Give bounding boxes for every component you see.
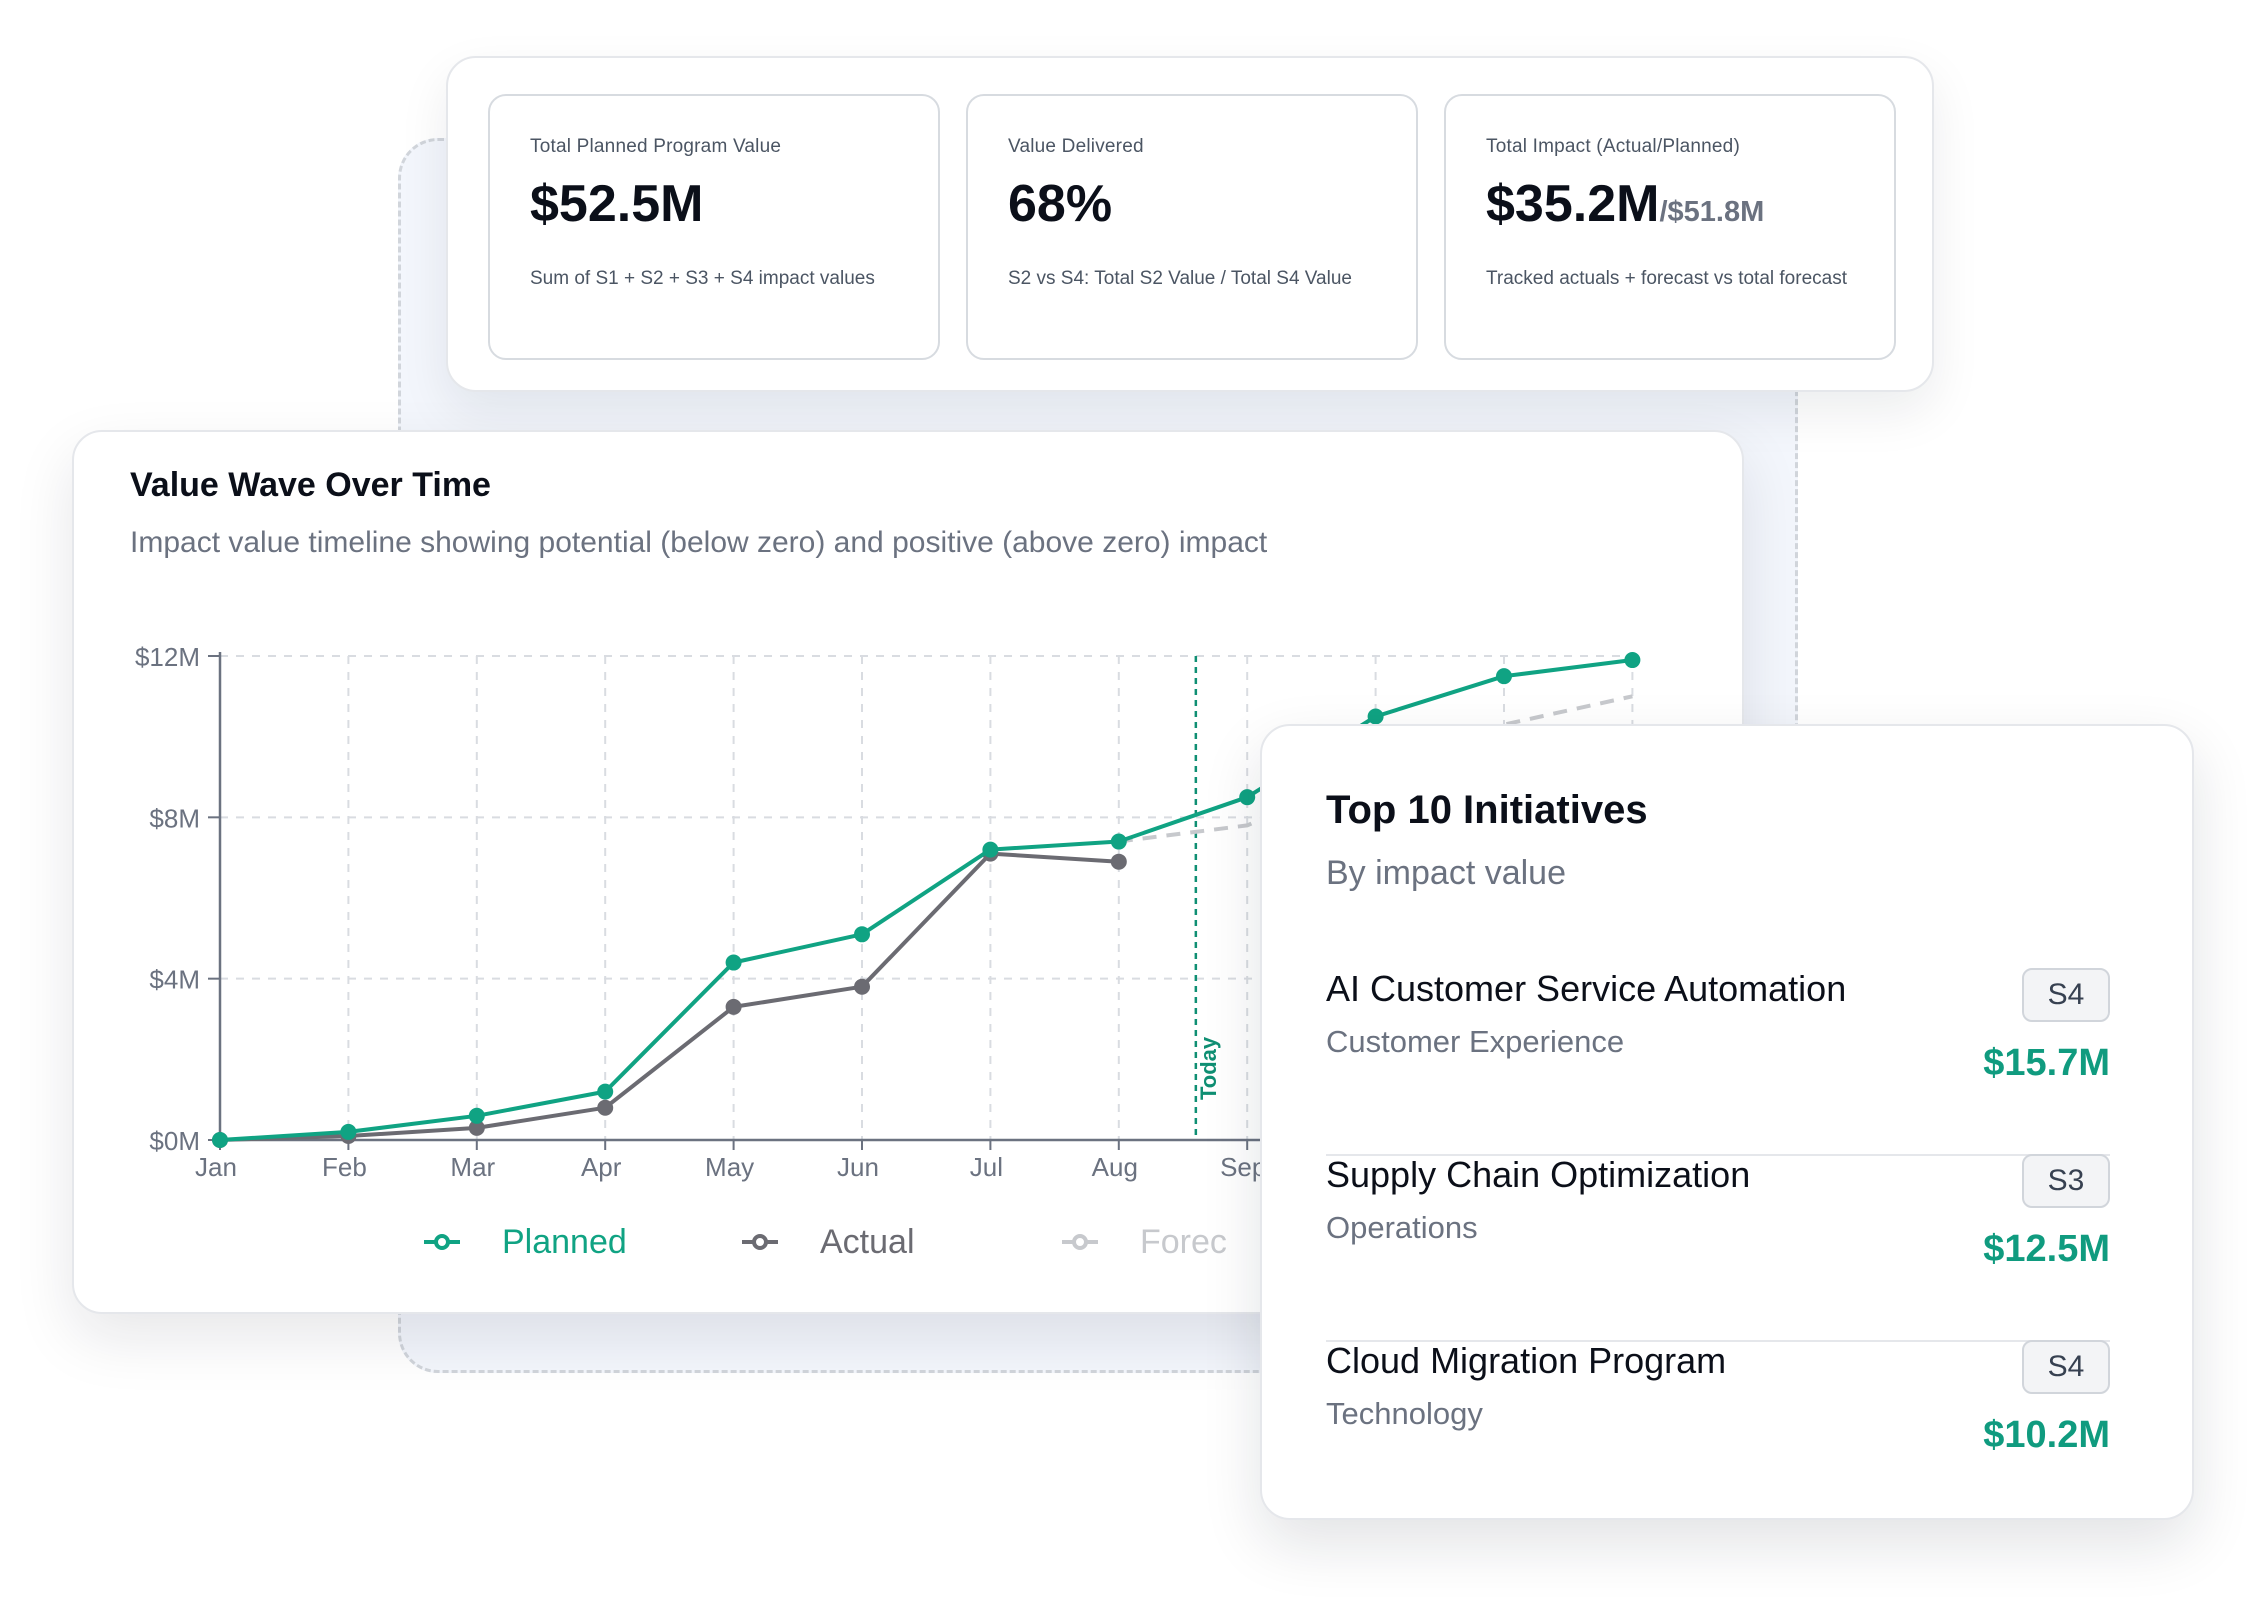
legend-item-forecast[interactable]: Forec: [1060, 1212, 1227, 1272]
initiative-name: Cloud Migration Program: [1326, 1340, 1727, 1381]
x-tick-label: Jul: [970, 1152, 1003, 1182]
legend-planned-line-icon: [424, 1234, 460, 1250]
x-tick-label: Apr: [581, 1152, 622, 1182]
kpi-panel: Total Planned Program Value $52.5M Sum o…: [446, 56, 1934, 392]
today-marker-label: Today: [1196, 1036, 1221, 1100]
kpi-description: S2 vs S4: Total S2 Value / Total S4 Valu…: [1008, 268, 1352, 289]
value-wave-card: Value Wave Over Time Impact value timeli…: [72, 430, 1744, 1314]
top-initiatives-subtitle: By impact value: [1326, 854, 1566, 892]
stage-badge: S4: [2022, 1340, 2110, 1394]
x-tick-label: Jun: [837, 1152, 879, 1182]
kpi-value-main: 68%: [1008, 175, 1113, 233]
x-tick-label: May: [705, 1152, 754, 1182]
data-point-planned: [1110, 833, 1127, 850]
x-tick-label: Aug: [1092, 1152, 1138, 1182]
kpi-card-total-impact: Total Impact (Actual/Planned) $35.2M/$51…: [1444, 94, 1896, 360]
data-point-planned: [1239, 789, 1256, 806]
data-point-actual: [597, 1099, 614, 1116]
data-point-planned: [1367, 708, 1384, 725]
x-tick-label: Jan: [195, 1152, 237, 1182]
kpi-value-sub: /$51.8M: [1659, 196, 1765, 228]
initiative-value: $10.2M: [1983, 1414, 2110, 1456]
kpi-label: Total Impact (Actual/Planned): [1486, 136, 1740, 157]
initiative-row[interactable]: Cloud Migration Program Technology S4 $1…: [1326, 1340, 2110, 1526]
chart-title: Value Wave Over Time: [130, 466, 491, 504]
initiative-category: Customer Experience: [1326, 1024, 1625, 1059]
data-point-planned: [982, 841, 999, 858]
legend-label-planned: Planned: [502, 1222, 627, 1261]
top-initiatives-card: Top 10 Initiatives By impact value AI Cu…: [1260, 724, 2194, 1520]
data-point-planned: [854, 926, 870, 943]
series-line-planned: [219, 658, 1633, 1142]
legend-item-actual[interactable]: Actual: [740, 1212, 915, 1272]
x-tick-label: Mar: [450, 1152, 495, 1182]
kpi-label: Value Delivered: [1008, 136, 1144, 157]
kpi-value: 68%: [1008, 172, 1376, 244]
data-point-planned: [1496, 668, 1512, 685]
stage-badge: S3: [2022, 1154, 2110, 1208]
kpi-description: Tracked actuals + forecast vs total fore…: [1486, 268, 1847, 289]
initiative-name: AI Customer Service Automation: [1326, 968, 1847, 1009]
chart-legend: Planned Actual Forec: [74, 1212, 1742, 1272]
x-tick-label: Feb: [322, 1152, 367, 1182]
y-tick-label: $12M: [135, 642, 200, 672]
kpi-description: Sum of S1 + S2 + S3 + S4 impact values: [530, 268, 875, 289]
initiative-value: $15.7M: [1983, 1042, 2110, 1084]
initiative-category: Operations: [1326, 1210, 1478, 1245]
initiative-value: $12.5M: [1983, 1228, 2110, 1270]
top-initiatives-title: Top 10 Initiatives: [1326, 788, 1648, 832]
chart-subtitle: Impact value timeline showing potential …: [130, 526, 1268, 559]
data-point-planned: [340, 1123, 357, 1140]
legend-forecast-line-icon: [1062, 1234, 1098, 1250]
legend-label-actual: Actual: [820, 1222, 915, 1261]
y-tick-label: $0M: [149, 1126, 200, 1156]
kpi-card-value-delivered: Value Delivered 68% S2 vs S4: Total S2 V…: [966, 94, 1418, 360]
data-point-actual: [468, 1119, 485, 1136]
kpi-card-planned-value: Total Planned Program Value $52.5M Sum o…: [488, 94, 940, 360]
data-point-actual: [725, 998, 742, 1015]
legend-item-planned[interactable]: Planned: [422, 1212, 627, 1272]
legend-actual-line-icon: [742, 1234, 778, 1250]
stage-badge: S4: [2022, 968, 2110, 1022]
data-point-actual: [854, 978, 870, 995]
y-tick-label: $8M: [149, 803, 200, 833]
data-point-planned: [597, 1083, 614, 1100]
data-point-planned: [725, 954, 742, 971]
data-point-planned: [212, 1132, 228, 1148]
kpi-value-main: $35.2M: [1486, 175, 1660, 233]
data-point-planned: [468, 1107, 485, 1124]
legend-label-forecast: Forec: [1140, 1222, 1227, 1261]
kpi-label: Total Planned Program Value: [530, 136, 782, 157]
series-line-actual: [219, 851, 1119, 1142]
x-tick-label: Sep: [1220, 1152, 1266, 1182]
kpi-value-main: $52.5M: [530, 175, 704, 233]
kpi-value: $52.5M: [530, 172, 898, 244]
initiative-row[interactable]: Supply Chain Optimization Operations S3 …: [1326, 1154, 2110, 1342]
data-point-actual: [1110, 853, 1127, 870]
kpi-value: $35.2M/$51.8M: [1486, 172, 1854, 244]
initiative-name: Supply Chain Optimization: [1326, 1154, 1751, 1195]
initiative-category: Technology: [1326, 1396, 1483, 1431]
y-tick-label: $4M: [149, 965, 200, 995]
initiative-row[interactable]: AI Customer Service Automation Customer …: [1326, 968, 2110, 1156]
data-point-planned: [1624, 652, 1641, 669]
